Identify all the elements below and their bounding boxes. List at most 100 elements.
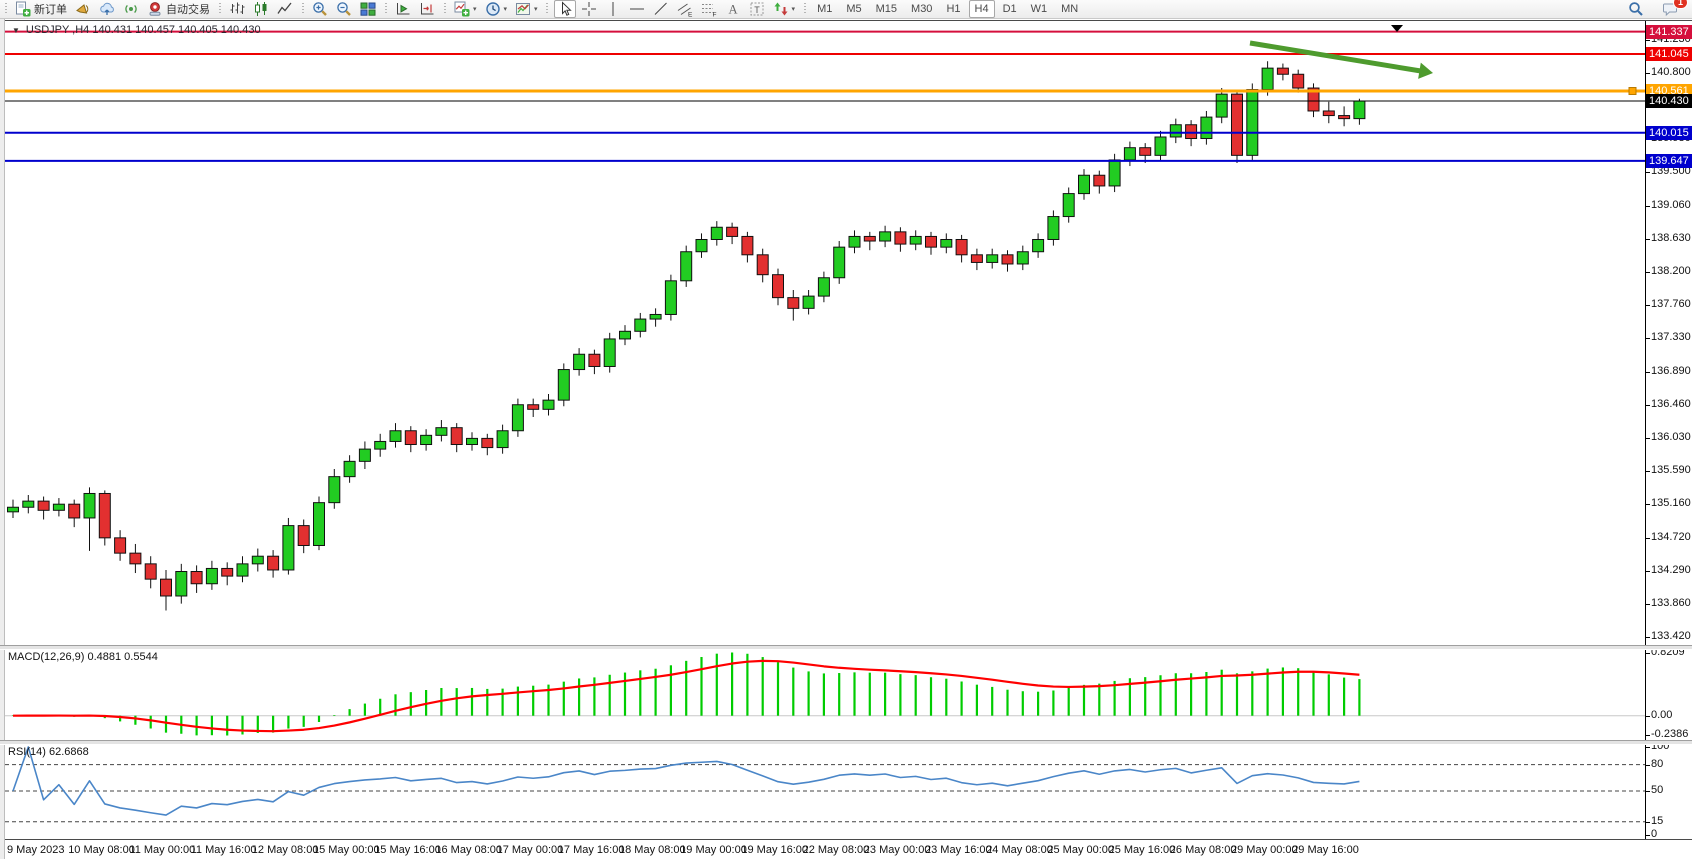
zoom-out-button[interactable]: [333, 0, 355, 18]
new-order-button[interactable]: 新订单: [12, 0, 70, 18]
rsi-axis: 100 80 50 15 0: [1645, 740, 1692, 840]
toolbar-grip[interactable]: [217, 3, 222, 15]
auto-scroll-button[interactable]: [392, 0, 414, 18]
vertical-line-button[interactable]: [602, 0, 624, 18]
toolbar-grip[interactable]: [802, 3, 808, 15]
timeframe-m1-button[interactable]: M1: [811, 0, 838, 18]
bar-chart-button[interactable]: [226, 0, 248, 18]
indicators-button[interactable]: ▾: [451, 0, 480, 18]
text-label-icon: T: [749, 1, 765, 17]
time-axis-label: 25 May 00:00: [1047, 844, 1115, 856]
one-click-trading-collapse-icon[interactable]: ▼: [12, 25, 20, 35]
cursor-button[interactable]: [553, 0, 576, 18]
candlestick-chart-button[interactable]: [250, 0, 272, 18]
channel-icon: E: [677, 1, 693, 17]
search-button[interactable]: [1625, 0, 1647, 18]
signal-icon: [123, 1, 139, 17]
sound-alerts-button[interactable]: [72, 0, 94, 18]
search-icon: [1628, 1, 1644, 17]
publish-chart-button[interactable]: [96, 0, 118, 18]
timeframe-m30-button[interactable]: M30: [905, 0, 938, 18]
candle: [1093, 174, 1106, 187]
templates-button[interactable]: ▾: [512, 0, 541, 18]
trend-arrow[interactable]: [1249, 40, 1424, 74]
text-label-button[interactable]: T: [746, 0, 768, 18]
price-chart[interactable]: [5, 21, 1645, 645]
dropdown-caret-icon[interactable]: ▾: [791, 6, 796, 13]
trendline-button[interactable]: [650, 0, 672, 18]
toolbar-grip[interactable]: [300, 3, 305, 15]
candle: [848, 235, 861, 248]
candle: [496, 430, 509, 449]
fibonacci-button[interactable]: F: [698, 0, 720, 18]
timeframe-mn-button[interactable]: MN: [1055, 0, 1084, 18]
periods-button[interactable]: ▾: [482, 0, 511, 18]
timeframe-m5-button-label: M5: [846, 3, 862, 15]
price-axis[interactable]: 141.230140.800140.370139.930139.500139.0…: [1646, 21, 1692, 645]
horizontal-line-button[interactable]: [626, 0, 648, 18]
timeframe-m5-button[interactable]: M5: [840, 0, 867, 18]
time-axis-label: 29 May 16:00: [1292, 844, 1359, 856]
dropdown-caret-icon[interactable]: ▾: [503, 6, 508, 13]
toolbar-grip[interactable]: [442, 3, 447, 15]
dropdown-caret-icon[interactable]: ▾: [473, 6, 477, 13]
candle: [114, 537, 127, 554]
rsi-panel[interactable]: [5, 744, 1645, 839]
candle: [588, 353, 601, 367]
time-axis[interactable]: 9 May 2023 10 May 08:00 11 May 00:00 11 May…: [5, 844, 1692, 858]
tile-windows-button[interactable]: [357, 0, 379, 18]
timeframe-d1-button[interactable]: D1: [997, 0, 1023, 18]
dropdown-caret-icon[interactable]: ▾: [534, 6, 538, 13]
autotrading-button[interactable]: 自动交易: [144, 0, 213, 18]
chart-shift-button[interactable]: [416, 0, 438, 18]
timeframe-h4-button[interactable]: H4: [968, 0, 995, 18]
candle: [741, 235, 754, 256]
time-axis-label: 22 May 08:00: [802, 844, 870, 856]
toolbar-grip[interactable]: [383, 3, 388, 15]
candle: [221, 567, 234, 577]
candle: [573, 353, 586, 371]
candle: [925, 235, 937, 248]
candle: [1338, 115, 1351, 120]
equidistant-channel-button[interactable]: E: [674, 0, 696, 18]
candle: [649, 313, 662, 320]
zoom-in-button[interactable]: [309, 0, 331, 18]
toolbar-grip[interactable]: [544, 3, 550, 15]
macd-histogram: [11, 652, 1361, 736]
crosshair-button[interactable]: [578, 0, 600, 18]
panel-separator[interactable]: [0, 740, 1692, 745]
time-axis-label: 17 May 16:00: [557, 844, 625, 856]
line-chart-icon: [277, 1, 293, 17]
chat-button[interactable]: 1: [1659, 0, 1688, 18]
clock-icon: [485, 1, 501, 17]
autotrading-icon: [147, 1, 163, 17]
vertical-line-icon: [605, 1, 621, 17]
timeframe-m15-button[interactable]: M15: [870, 0, 903, 18]
time-axis-label: 19 May 16:00: [741, 844, 809, 856]
timeframe-w1-button[interactable]: W1: [1025, 0, 1054, 18]
timeframe-h4-button-label: H4: [974, 3, 989, 15]
panel-separator[interactable]: [0, 645, 1692, 650]
candle: [1292, 73, 1305, 89]
timeframe-h1-button-label: H1: [946, 3, 961, 15]
candle: [1016, 251, 1029, 265]
timeframe-h1-button[interactable]: H1: [940, 0, 966, 18]
line-chart-button[interactable]: [274, 0, 296, 18]
candle: [970, 254, 983, 263]
toolbar-right: 1: [1624, 0, 1692, 18]
cursor-icon: [557, 1, 573, 17]
candle: [1078, 174, 1090, 195]
level-marker[interactable]: [1628, 87, 1637, 96]
arrows-button[interactable]: ▾: [770, 0, 799, 18]
candle: [695, 238, 708, 253]
signals-button[interactable]: [120, 0, 142, 18]
price-tick-label: 138.630: [1646, 231, 1691, 244]
scroll-to-end-icon[interactable]: [1391, 25, 1403, 32]
macd-panel[interactable]: [5, 649, 1645, 739]
rsi-line: [12, 746, 1360, 816]
toolbar-grip[interactable]: [3, 3, 8, 15]
candle: [343, 460, 356, 478]
candle: [1246, 89, 1259, 156]
candle: [251, 555, 264, 565]
text-button[interactable]: A: [722, 0, 744, 18]
